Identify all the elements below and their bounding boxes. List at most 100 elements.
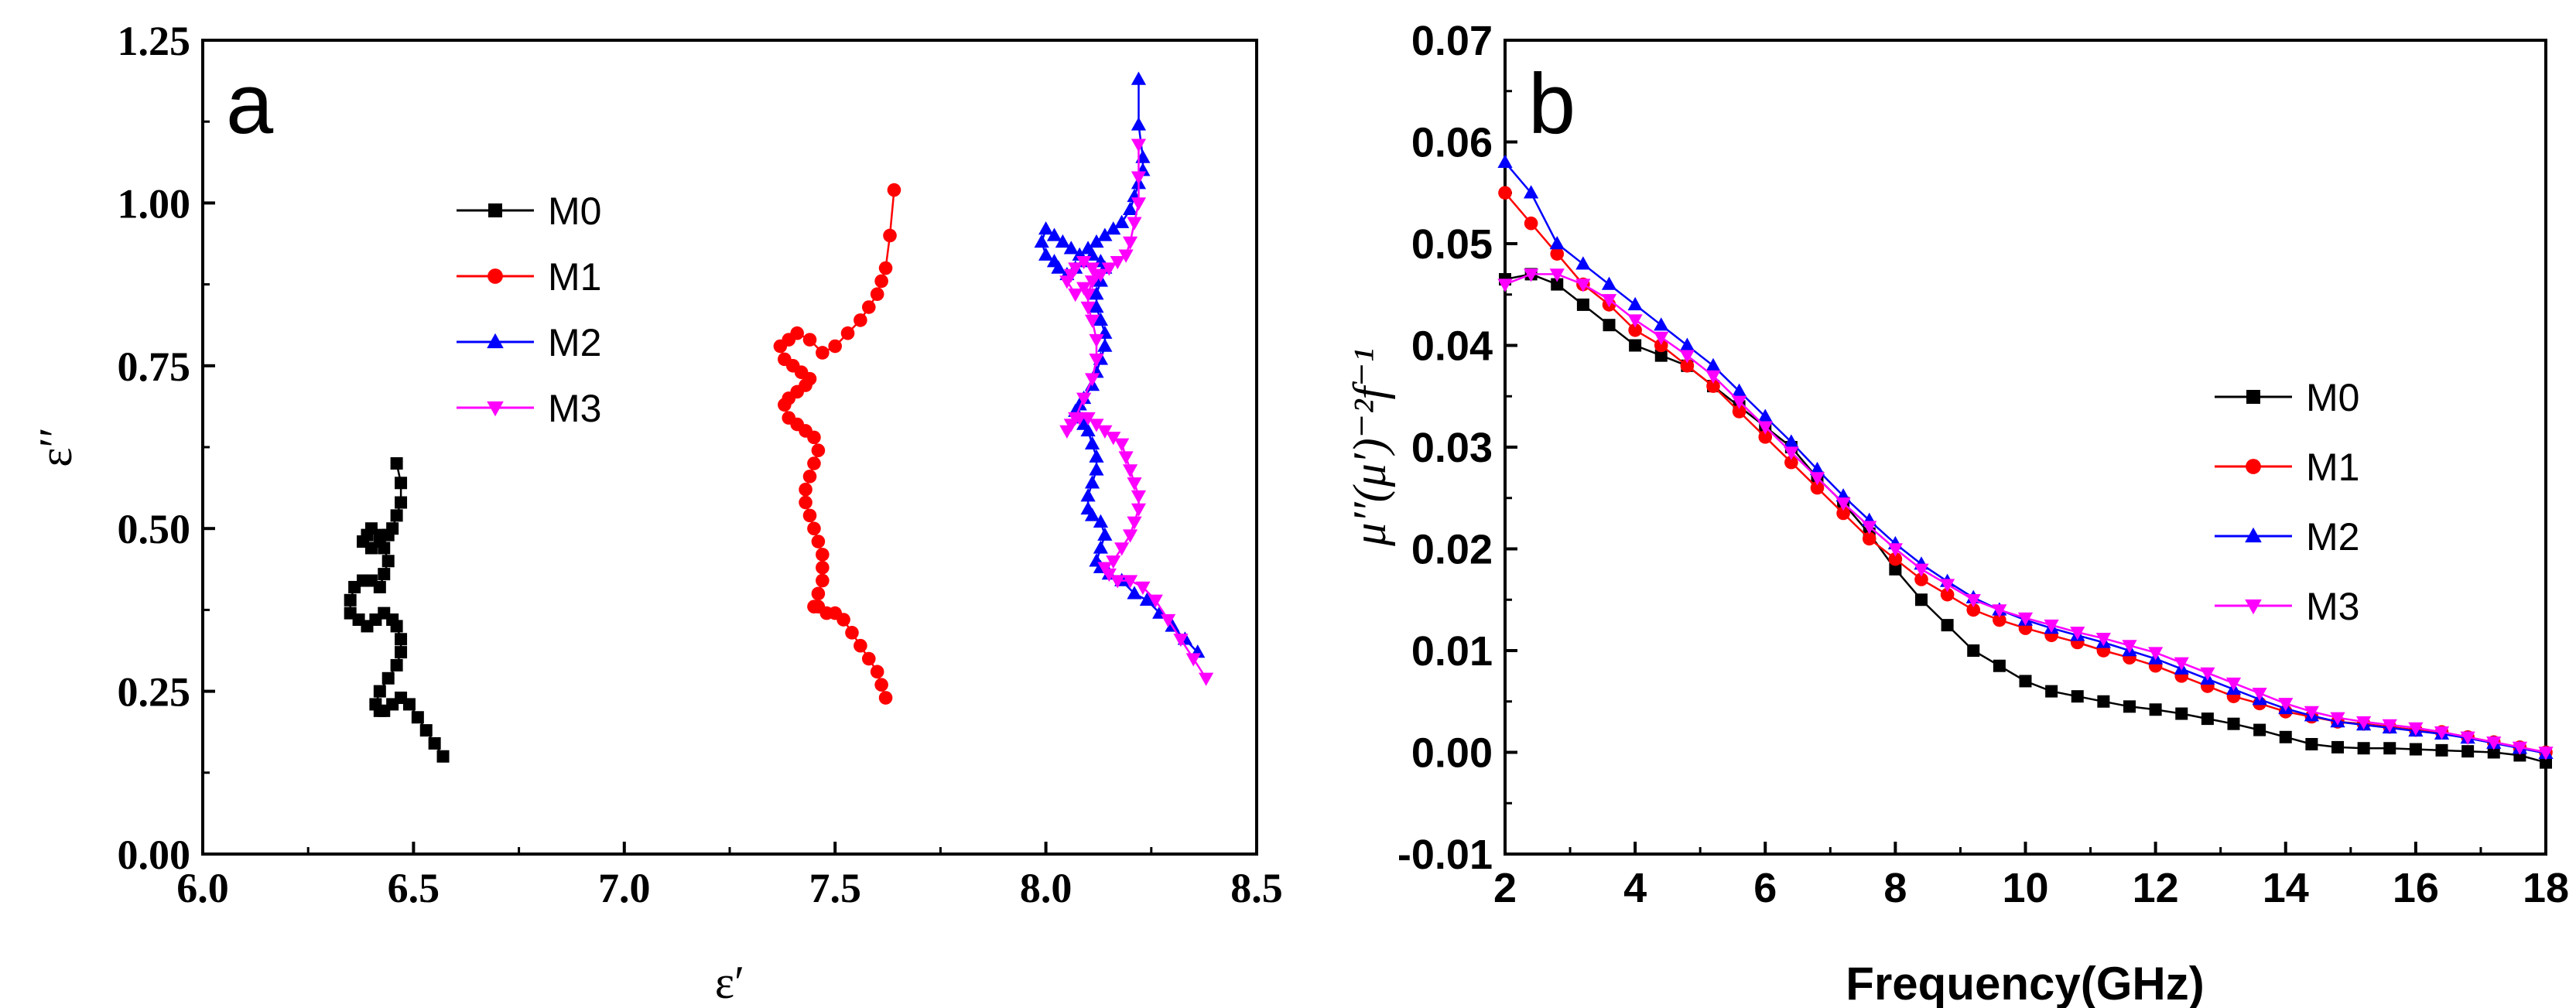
data-point-M1 [1914, 572, 1928, 586]
data-point-M0 [344, 593, 357, 607]
panel-b-legend: M0 M1 M2 M3 [2215, 376, 2359, 628]
data-point-M1 [1680, 359, 1695, 373]
data-point-M2 [1055, 234, 1070, 248]
data-point-M3 [1110, 575, 1125, 589]
data-point-M0 [1603, 319, 1616, 332]
x-tick-label: 6.0 [176, 865, 229, 911]
data-point-M3 [1887, 543, 1903, 557]
data-point-M0 [373, 580, 386, 593]
data-point-M3 [1732, 395, 1747, 409]
panel-a-frame [201, 39, 1258, 856]
series-line-M2 [1040, 79, 1199, 653]
legend-label: M1 [2306, 446, 2359, 489]
data-point-M2 [1080, 501, 1096, 515]
data-point-M3 [1093, 268, 1109, 282]
data-point-M2 [1732, 383, 1747, 397]
data-point-M3 [1654, 331, 1669, 345]
data-point-M2 [1122, 201, 1138, 216]
data-point-M3 [1173, 634, 1189, 648]
series-M2 [1034, 71, 1206, 658]
y-tick-label: 0.02 [1411, 527, 1493, 573]
data-point-M2 [1549, 236, 1565, 250]
data-point-M3 [1627, 314, 1643, 328]
data-point-M2 [1046, 254, 1062, 268]
data-point-M2 [1084, 436, 1100, 449]
data-point-M2 [1038, 247, 1054, 261]
data-point-M3 [1097, 425, 1113, 439]
data-point-M2 [1497, 154, 1513, 168]
data-point-M0 [2253, 723, 2266, 736]
x-tick-label: 2 [1493, 865, 1517, 911]
data-point-M3 [1914, 563, 1929, 577]
data-point-M3 [1549, 268, 1565, 282]
data-point-M2 [1127, 586, 1142, 600]
data-point-M3 [1068, 412, 1083, 426]
data-point-M3 [2200, 667, 2215, 681]
data-point-M0 [395, 633, 408, 646]
data-point-M3 [1940, 579, 1955, 593]
data-point-M2 [1097, 338, 1113, 352]
data-point-M3 [1992, 604, 2007, 618]
data-point-M2 [1601, 276, 1617, 290]
x-tick-label: 6.5 [388, 865, 440, 911]
data-point-M2 [1093, 312, 1109, 326]
y-tick-label: 0.75 [118, 343, 191, 390]
data-point-M0 [2201, 712, 2214, 726]
data-point-M0 [1551, 278, 1564, 291]
legend-marker [488, 203, 502, 217]
legend-marker [2245, 599, 2262, 615]
data-point-M0 [369, 698, 382, 711]
data-point-M3 [1122, 236, 1138, 250]
data-point-M3 [1862, 521, 1877, 535]
panel-b-ticks: 2 4 6 8 10 12 14 16 18 -0.01 0.00 0.01 0.02 0.03 0.04 0… [1397, 18, 2569, 911]
data-point-M3 [1199, 672, 1214, 686]
data-point-M0 [1576, 298, 1589, 311]
data-point-M1 [1550, 247, 1565, 261]
data-point-M2 [1705, 357, 1721, 371]
data-point-M3 [1705, 370, 1721, 384]
data-point-M0 [1993, 659, 2006, 672]
data-point-M1 [1784, 455, 1798, 470]
panel-b-letter: b [1528, 56, 1575, 152]
legend-marker [2246, 459, 2261, 474]
x-tick-label: 10 [2002, 865, 2048, 911]
data-point-M1 [828, 339, 842, 354]
data-point-M0 [2435, 743, 2448, 757]
data-point-M1 [840, 326, 855, 340]
data-point-M3 [1127, 516, 1142, 530]
legend-marker [487, 401, 504, 417]
data-point-M3 [1131, 138, 1147, 152]
data-point-M1 [1654, 338, 1668, 353]
data-point-M3 [1076, 282, 1092, 296]
y-tick-label: 0.07 [1411, 18, 1493, 64]
data-point-M2 [1093, 514, 1109, 528]
data-point-M3 [2148, 647, 2164, 661]
data-point-M3 [2460, 731, 2475, 745]
data-point-M0 [2487, 746, 2500, 759]
panel-b: b 2 4 6 8 10 12 14 16 18 -0.01 0.00 0.01 0.02 0.03 0.0… [1344, 18, 2569, 1008]
panel-a-ylabel: ε′′ [30, 427, 81, 466]
data-point-M3 [2225, 677, 2242, 692]
data-point-M1 [816, 346, 830, 360]
data-point-M3 [1131, 490, 1147, 504]
data-point-M3 [1089, 419, 1104, 432]
panel-a-letter: a [226, 56, 274, 152]
data-point-M3 [2356, 716, 2372, 730]
y-tick-label: 0.50 [118, 506, 191, 552]
y-tick-label: 0.00 [1411, 730, 1493, 777]
data-point-M0 [1629, 339, 1642, 352]
data-point-M2 [1089, 286, 1104, 300]
data-point-M2 [1106, 221, 1121, 235]
data-point-M0 [2305, 737, 2318, 750]
data-point-M0 [1889, 562, 1902, 576]
data-point-M0 [395, 477, 408, 490]
data-point-M0 [2123, 700, 2136, 713]
data-point-M2 [1097, 527, 1113, 541]
data-point-M0 [2383, 742, 2396, 755]
data-point-M1 [807, 521, 821, 535]
data-point-M0 [390, 509, 403, 522]
data-point-M0 [2461, 745, 2475, 758]
series-M0 [344, 457, 450, 763]
y-tick-label: 0.03 [1411, 425, 1493, 471]
data-point-M1 [816, 573, 830, 588]
